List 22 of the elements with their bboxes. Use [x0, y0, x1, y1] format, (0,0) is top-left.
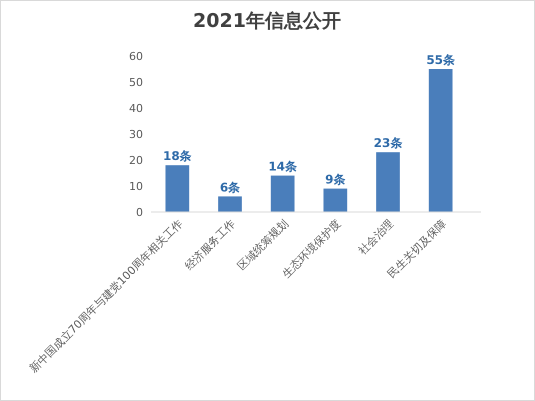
y-tick-label: 40 — [129, 102, 143, 115]
y-tick-label: 10 — [129, 180, 143, 193]
y-tick-label: 20 — [129, 154, 143, 167]
bar — [270, 176, 295, 212]
chart-title: 2021年信息公开 — [193, 10, 341, 32]
data-label: 55条 — [426, 53, 456, 67]
x-tick-label: 社会治理 — [356, 216, 396, 258]
bar — [376, 152, 400, 212]
y-tick-label: 50 — [129, 76, 143, 89]
bar — [428, 69, 453, 212]
y-tick-label: 0 — [136, 206, 143, 219]
bar — [323, 188, 348, 212]
bar — [165, 165, 190, 212]
y-tick-label: 60 — [129, 50, 143, 63]
x-tick-label: 新中国成立70周年与建党100周年相关工作 — [27, 216, 186, 376]
bar — [218, 196, 242, 212]
data-label: 6条 — [220, 180, 240, 194]
data-label: 9条 — [325, 172, 346, 187]
data-label: 14条 — [268, 160, 298, 174]
y-tick-label: 30 — [129, 128, 143, 141]
data-label: 18条 — [162, 149, 192, 164]
data-label: 23条 — [374, 136, 402, 150]
